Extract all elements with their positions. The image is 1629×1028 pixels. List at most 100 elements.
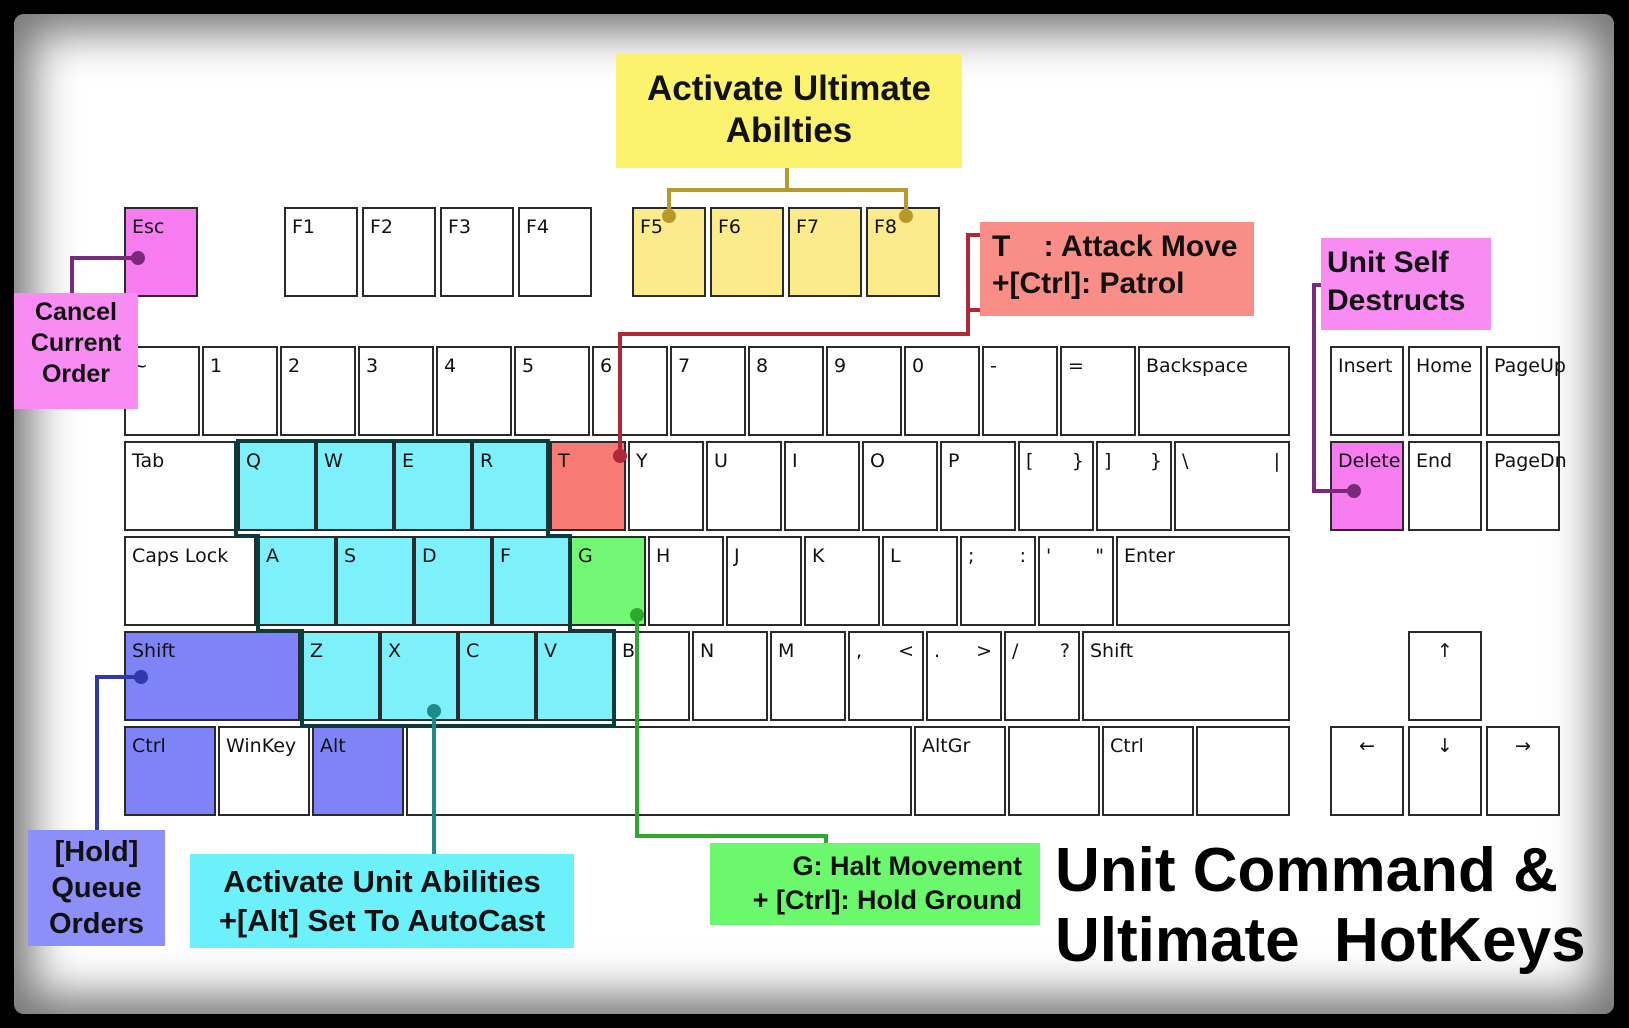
key-label: Backspace (1146, 355, 1248, 377)
key-label: , (856, 640, 863, 662)
key-down[interactable]: ↓ (1408, 726, 1482, 816)
key-m[interactable]: M (770, 631, 846, 721)
key-f3[interactable]: F3 (440, 207, 514, 297)
key-label: - (990, 355, 997, 377)
key-backslash[interactable]: \ | (1174, 441, 1290, 531)
key-c[interactable]: C (458, 631, 536, 721)
key-lbracket[interactable]: [} (1018, 441, 1094, 531)
callout-destruct-line-2: Destructs (1327, 284, 1466, 317)
key-s[interactable]: S (336, 536, 414, 626)
key-h[interactable]: H (648, 536, 724, 626)
key-home[interactable]: Home (1408, 346, 1482, 436)
key-0[interactable]: 0 (904, 346, 980, 436)
key-g[interactable]: G (570, 536, 646, 626)
key-alt-label: : (1019, 545, 1026, 567)
key-x[interactable]: X (380, 631, 458, 721)
key-y[interactable]: Y (628, 441, 704, 531)
key-label: Tab (132, 450, 165, 472)
key-k[interactable]: K (804, 536, 880, 626)
key-end[interactable]: End (1408, 441, 1482, 531)
key-slash[interactable]: /? (1004, 631, 1080, 721)
key-6[interactable]: 6 (592, 346, 668, 436)
key-7[interactable]: 7 (670, 346, 746, 436)
key-8[interactable]: 8 (748, 346, 824, 436)
key-label: ; (968, 545, 975, 567)
key-lshift[interactable]: Shift (124, 631, 300, 721)
key-label: ← (1359, 735, 1375, 757)
key-label: A (266, 545, 279, 567)
key-9[interactable]: 9 (826, 346, 902, 436)
callout-unit-abilities: Activate Unit Abilities +[Alt] Set To Au… (190, 854, 574, 948)
key-label: F3 (448, 216, 472, 238)
key-winkey[interactable]: WinKey (218, 726, 310, 816)
key-backspace[interactable]: Backspace (1138, 346, 1290, 436)
key-minus[interactable]: - (982, 346, 1058, 436)
key-enter[interactable]: Enter (1116, 536, 1290, 626)
key-comma[interactable]: , < (848, 631, 924, 721)
key-u[interactable]: U (706, 441, 782, 531)
key-label: F8 (874, 216, 898, 238)
key-f4[interactable]: F4 (518, 207, 592, 297)
callout-attack-line-2: +[Ctrl]: Patrol (992, 267, 1185, 300)
key-t[interactable]: T (550, 441, 626, 531)
key-w[interactable]: W (316, 441, 394, 531)
callout-self-destruct: Unit Self Destructs (1321, 238, 1491, 330)
key-l[interactable]: L (882, 536, 958, 626)
key-blank[interactable] (1008, 726, 1100, 816)
wire-cancel (70, 256, 138, 293)
key-rshift[interactable]: Shift (1082, 631, 1290, 721)
key-equals[interactable]: = (1060, 346, 1136, 436)
key-period[interactable]: . > (926, 631, 1002, 721)
key-label: [ (1026, 450, 1034, 472)
callout-abilities-line-2: +[Alt] Set To AutoCast (218, 903, 546, 938)
key-delete[interactable]: Delete (1330, 441, 1404, 531)
key-f2[interactable]: F2 (362, 207, 436, 297)
key-left[interactable]: ← (1330, 726, 1404, 816)
key-b[interactable]: B (614, 631, 690, 721)
callout-ultimate-line-1: Activate Ultimate (647, 69, 931, 108)
key-blank2[interactable] (1196, 726, 1290, 816)
key-quote[interactable]: ' " (1038, 536, 1114, 626)
wire-queue-dot (134, 670, 148, 684)
key-capslock[interactable]: Caps Lock (124, 536, 256, 626)
key-right[interactable]: → (1486, 726, 1560, 816)
key-v[interactable]: V (536, 631, 614, 721)
key-label: Q (246, 450, 261, 472)
key-j[interactable]: J (726, 536, 802, 626)
key-z[interactable]: Z (302, 631, 380, 721)
key-5[interactable]: 5 (514, 346, 590, 436)
key-rctrl[interactable]: Ctrl (1102, 726, 1194, 816)
key-p[interactable]: P (940, 441, 1016, 531)
key-altgr[interactable]: AltGr (914, 726, 1006, 816)
key-3[interactable]: 3 (358, 346, 434, 436)
key-pagedn[interactable]: PageDn (1486, 441, 1567, 531)
key-f[interactable]: F (492, 536, 570, 626)
key-d[interactable]: D (414, 536, 492, 626)
key-f5[interactable]: F5 (632, 207, 706, 297)
key-up[interactable]: ↑ (1408, 631, 1482, 721)
key-o[interactable]: O (862, 441, 938, 531)
key-f7[interactable]: F7 (788, 207, 862, 297)
key-label: F (500, 545, 511, 567)
key-spacebar[interactable] (406, 726, 912, 816)
key-lctrl[interactable]: Ctrl (124, 726, 216, 816)
key-insert[interactable]: Insert (1330, 346, 1404, 436)
key-4[interactable]: 4 (436, 346, 512, 436)
key-2[interactable]: 2 (280, 346, 356, 436)
key-rbracket[interactable]: ]} (1096, 441, 1172, 531)
key-alt-label: > (976, 640, 992, 662)
key-label: → (1515, 735, 1531, 757)
key-alt[interactable]: Alt (312, 726, 404, 816)
key-i[interactable]: I (784, 441, 860, 531)
key-f6[interactable]: F6 (710, 207, 784, 297)
key-label: W (324, 450, 343, 472)
title-line-2: Ultimate HotKeys (1055, 906, 1586, 975)
key-r[interactable]: R (472, 441, 550, 531)
key-pageup[interactable]: PageUp (1486, 346, 1566, 436)
key-semicolon[interactable]: ;: (960, 536, 1036, 626)
key-f1[interactable]: F1 (284, 207, 358, 297)
key-n[interactable]: N (692, 631, 768, 721)
key-label: M (778, 640, 795, 662)
key-label: / (1012, 640, 1019, 662)
key-1[interactable]: 1 (202, 346, 278, 436)
